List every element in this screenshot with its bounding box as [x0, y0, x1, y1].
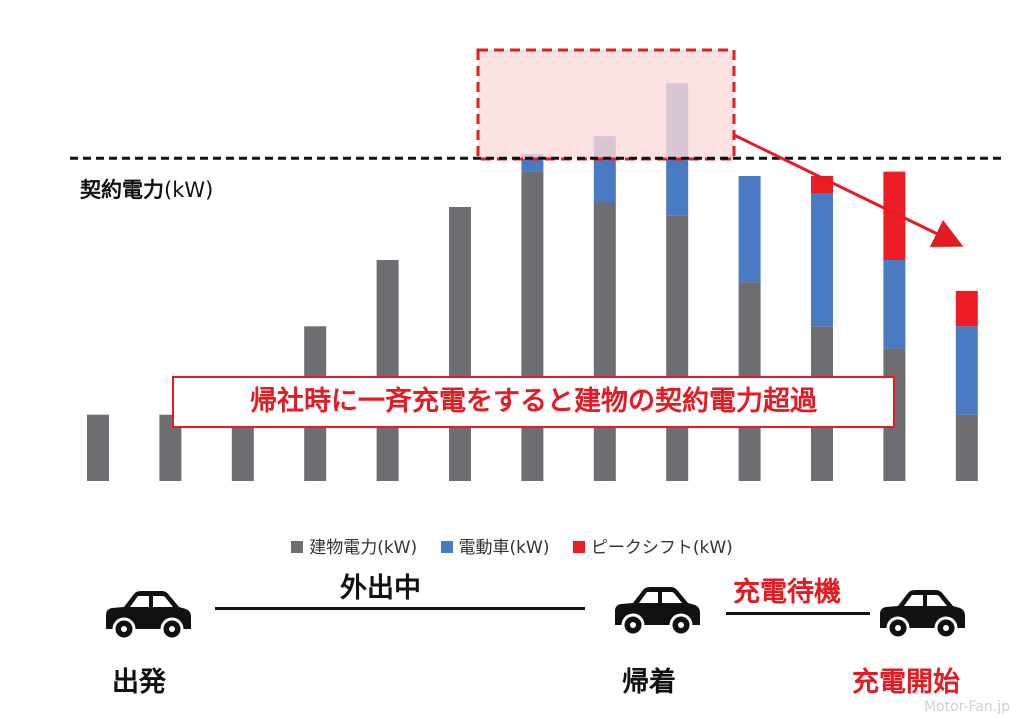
chart-legend: 建物電力(kW) 電動車(kW) ピークシフト(kW): [0, 533, 1024, 558]
timeline-line-wait: [726, 612, 870, 615]
bar-segment-ev: [811, 193, 833, 327]
car-icon-return: [615, 587, 700, 635]
bar-segment-building: [376, 260, 399, 481]
timeline-label-out: 外出中: [340, 573, 421, 604]
legend-item-ev: 電動車(kW): [440, 533, 550, 558]
peak-shift-arrow: [733, 133, 964, 247]
car-icon-charge-start: [880, 590, 965, 638]
legend-swatch-building: [291, 541, 304, 553]
legend-label-ev: 電動車(kW): [458, 538, 550, 558]
bar-segment-building: [593, 202, 616, 481]
bar-segment-building: [449, 207, 471, 481]
car-icon-departure: [106, 591, 191, 639]
bar-segment-ev: [883, 260, 906, 349]
timeline-label-departure: 出発: [112, 667, 166, 698]
legend-item-peak-shift: ピークシフト(kW): [572, 533, 733, 558]
contract-power-unit: (kW): [164, 178, 214, 202]
watermark-text: Motor-Fan.jp: [923, 699, 1010, 715]
legend-label-peak-shift: ピークシフト(kW): [590, 538, 733, 558]
legend-swatch-ev: [440, 541, 453, 553]
timeline-label-return: 帰着: [622, 667, 676, 698]
timeline-line-out: [215, 607, 585, 610]
bar-segment-peak-shift: [955, 290, 978, 327]
contract-power-label: 契約電力(kW): [80, 174, 213, 204]
legend-label-building: 建物電力(kW): [309, 538, 418, 558]
bar-segment-building: [955, 414, 978, 481]
legend-swatch-peak-shift: [572, 541, 585, 553]
bar-segment-ev: [738, 176, 761, 283]
bar-segment-peak-shift: [883, 171, 906, 260]
bar-segment-ev: [955, 326, 978, 415]
contract-power-text: 契約電力: [80, 178, 164, 202]
overage-callout: 帰社時に一斉充電をすると建物の契約電力超過: [172, 376, 895, 428]
timeline-label-charge-start: 充電開始: [852, 667, 960, 698]
stacked-bar-chart: [70, 48, 1004, 482]
bar-segment-building: [159, 414, 182, 481]
bar-segment-building: [666, 215, 689, 482]
timeline-label-wait: 充電待機: [733, 577, 841, 608]
bar-segment-building: [87, 414, 109, 481]
overage-highlight-box: [476, 48, 736, 161]
bar-segment-building: [521, 171, 544, 481]
legend-item-building: 建物電力(kW): [291, 533, 417, 558]
